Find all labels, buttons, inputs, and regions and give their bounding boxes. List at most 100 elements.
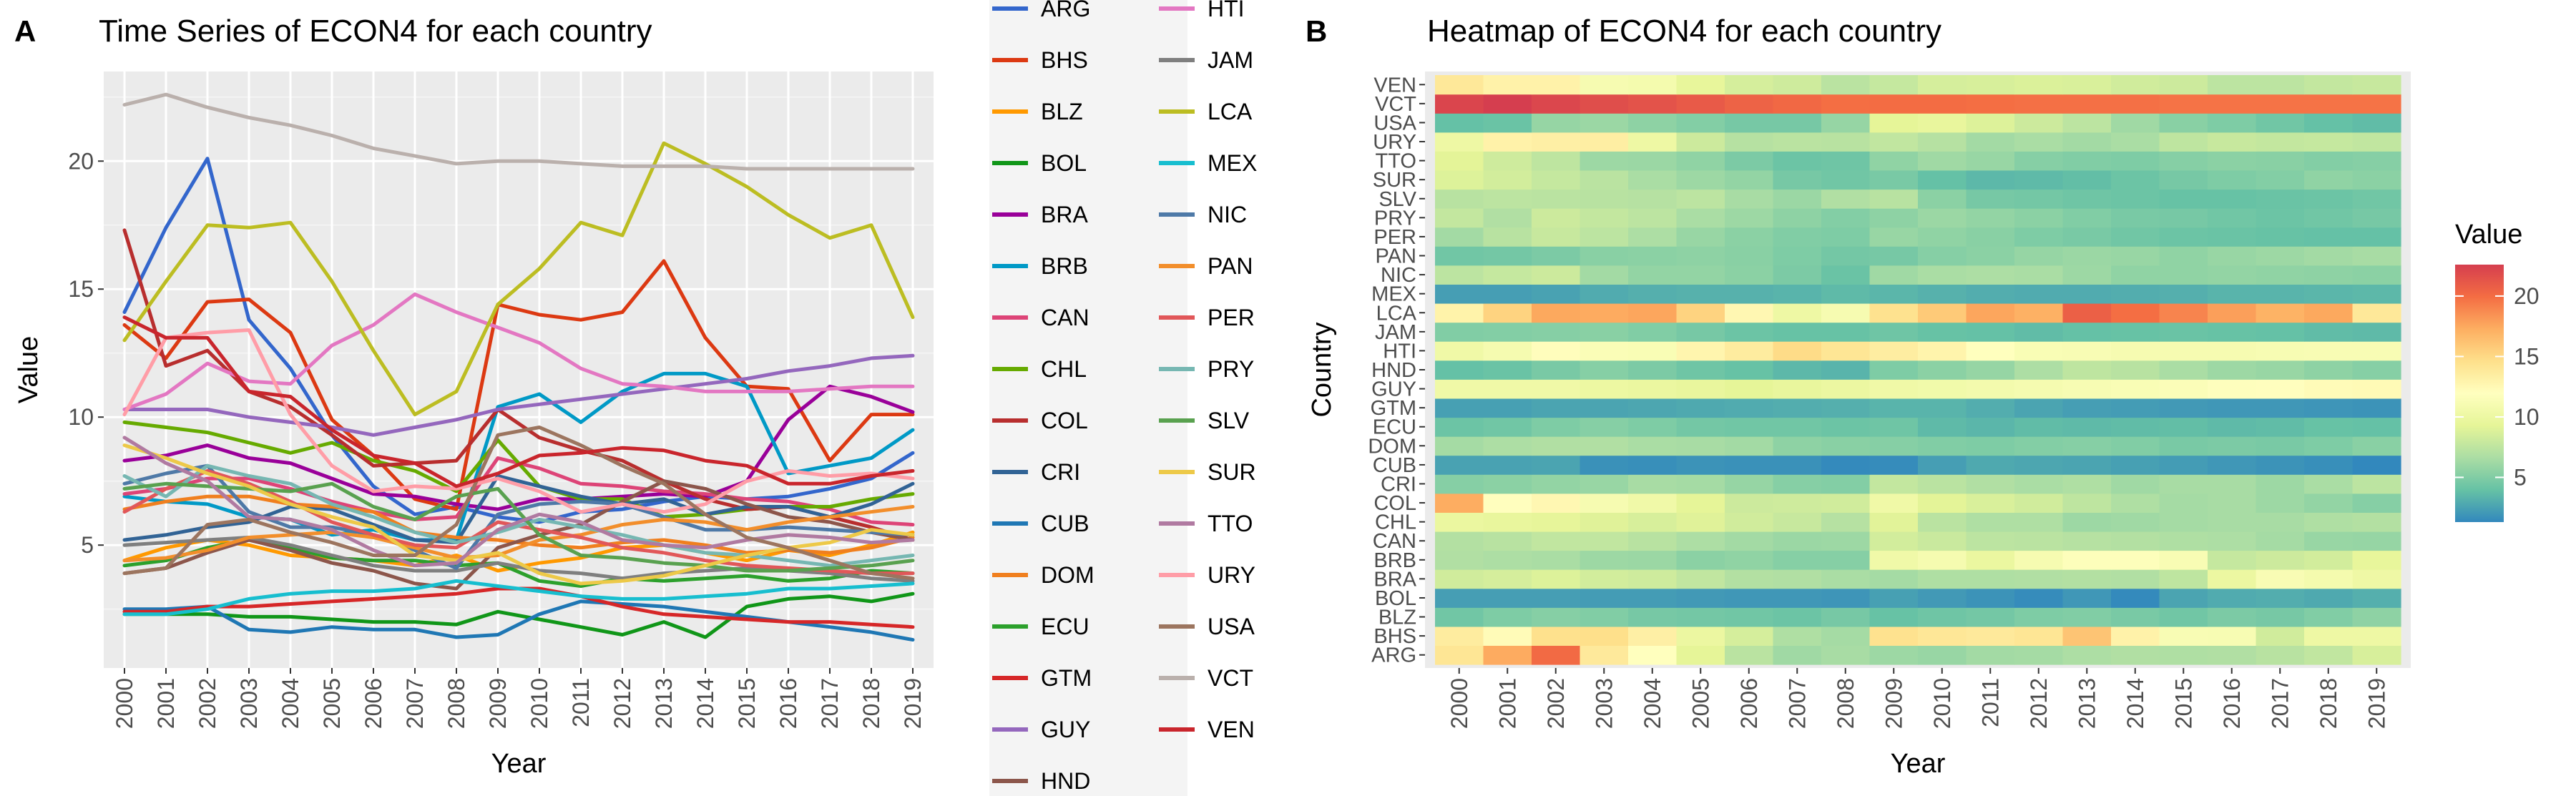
heatmap-cell <box>2062 284 2112 304</box>
heatmap-cell <box>2304 322 2354 342</box>
heatmap-cell <box>2111 474 2160 494</box>
heatmap-cell <box>2352 113 2401 133</box>
heatmap-cell <box>2304 151 2354 171</box>
heatmap-cell <box>2111 132 2160 152</box>
heatmap-y-tick-label: HTI <box>1383 340 1416 363</box>
heatmap-cell <box>1821 398 1871 418</box>
heatmap-cell <box>2304 208 2354 228</box>
heatmap-cell <box>1918 645 1967 665</box>
heatmap-cell <box>1869 531 1919 551</box>
heatmap-x-tick-label: 2019 <box>2364 678 2389 729</box>
heatmap-cell <box>2352 493 2401 513</box>
heatmap-x-tick-label: 2018 <box>2316 678 2341 729</box>
heatmap-cell <box>1821 189 1871 209</box>
heatmap-cell <box>1580 626 1629 646</box>
heatmap-cell <box>1918 208 1967 228</box>
heatmap-cell <box>2304 246 2354 266</box>
heatmap-cell <box>2256 455 2305 475</box>
heatmap-cell <box>1821 151 1871 171</box>
heatmap-cell <box>2111 94 2160 114</box>
heatmap-cell <box>2062 398 2112 418</box>
heatmap-cell <box>1532 284 1581 304</box>
heatmap-cell <box>2014 493 2064 513</box>
heatmap-cell <box>2304 379 2354 399</box>
heatmap-cell <box>1773 569 1822 589</box>
heatmap-cell <box>1966 379 2015 399</box>
heatmap-cell <box>2304 265 2354 285</box>
heatmap-cell <box>2159 75 2208 95</box>
heatmap-cell <box>1532 94 1581 114</box>
heatmap-cell <box>1676 360 1725 380</box>
heatmap-cell <box>2208 246 2257 266</box>
heatmap-cell <box>2208 75 2257 95</box>
heatmap-cell <box>2014 75 2064 95</box>
heatmap-cell <box>1725 75 1774 95</box>
heatmap-cell <box>2256 512 2305 532</box>
heatmap-cell <box>2352 341 2401 361</box>
heatmap-cell <box>1773 284 1822 304</box>
heatmap-y-tick-label: MEX <box>1371 283 1416 306</box>
heatmap-cell <box>2062 474 2112 494</box>
heatmap-cell <box>1580 189 1629 209</box>
heatmap-cell <box>2256 284 2305 304</box>
heatmap-cell <box>1869 227 1919 247</box>
heatmap-cell <box>1676 417 1725 437</box>
heatmap-cell <box>2159 550 2208 570</box>
heatmap-cell <box>2304 303 2354 323</box>
heatmap-cell <box>1773 208 1822 228</box>
heatmap-cell <box>2304 417 2354 437</box>
heatmap-cell <box>2111 208 2160 228</box>
heatmap-cell <box>2111 113 2160 133</box>
heatmap-cell <box>2111 284 2160 304</box>
heatmap-y-tick-label: CHL <box>1375 511 1416 534</box>
heatmap-cell <box>1580 550 1629 570</box>
heatmap-x-tick-label: 2005 <box>1688 678 1713 729</box>
heatmap-cell <box>2014 588 2064 608</box>
heatmap-cell <box>2111 398 2160 418</box>
heatmap-cell <box>2159 227 2208 247</box>
heatmap-cell <box>2352 607 2401 627</box>
heatmap-cell <box>2208 455 2257 475</box>
heatmap-cell <box>2111 341 2160 361</box>
heatmap-cell <box>2111 417 2160 437</box>
heatmap-cell <box>1918 75 1967 95</box>
heatmap-cell <box>1918 303 1967 323</box>
heatmap-cell <box>2159 417 2208 437</box>
heatmap-cell <box>1628 75 1678 95</box>
heatmap-cell <box>2352 398 2401 418</box>
heatmap-cell <box>2208 94 2257 114</box>
line-chart-y-ticks: 5 10 15 20 <box>68 148 104 558</box>
heatmap-cell <box>2304 189 2354 209</box>
x-tick-label: 2001 <box>153 678 179 729</box>
heatmap-cell <box>2304 132 2354 152</box>
heatmap-cell <box>2159 208 2208 228</box>
heatmap-cell <box>2304 626 2354 646</box>
heatmap-cell <box>2111 265 2160 285</box>
heatmap-cell <box>2111 607 2160 627</box>
heatmap-cell <box>1435 493 1484 513</box>
legend-label-hnd: HND <box>1041 768 1090 794</box>
heatmap-cell <box>1483 645 1532 665</box>
heatmap-cell <box>2352 531 2401 551</box>
heatmap-x-tick-label: 2006 <box>1736 678 1762 729</box>
y-tick-label: 5 <box>81 532 94 558</box>
heatmap-cell <box>1435 75 1484 95</box>
heatmap-cell <box>1821 417 1871 437</box>
heatmap-cell <box>1773 151 1822 171</box>
heatmap-cell <box>1821 169 1871 190</box>
legend-label-usa: USA <box>1208 614 1255 639</box>
heatmap-y-tick-label: DOM <box>1368 435 1416 458</box>
y-tick-label: 10 <box>68 404 94 430</box>
heatmap-cell <box>1580 398 1629 418</box>
legend-label-can: CAN <box>1041 305 1089 330</box>
heatmap-cell <box>1918 607 1967 627</box>
heatmap-cell <box>1821 588 1871 608</box>
heatmap-cell <box>2304 113 2354 133</box>
heatmap-x-tick-label: 2016 <box>2219 678 2245 729</box>
heatmap-cell <box>2352 360 2401 380</box>
heatmap-cell <box>1483 265 1532 285</box>
heatmap-cell <box>1725 531 1774 551</box>
heatmap-x-tick-label: 2017 <box>2267 678 2293 729</box>
heatmap-cell <box>1773 341 1822 361</box>
